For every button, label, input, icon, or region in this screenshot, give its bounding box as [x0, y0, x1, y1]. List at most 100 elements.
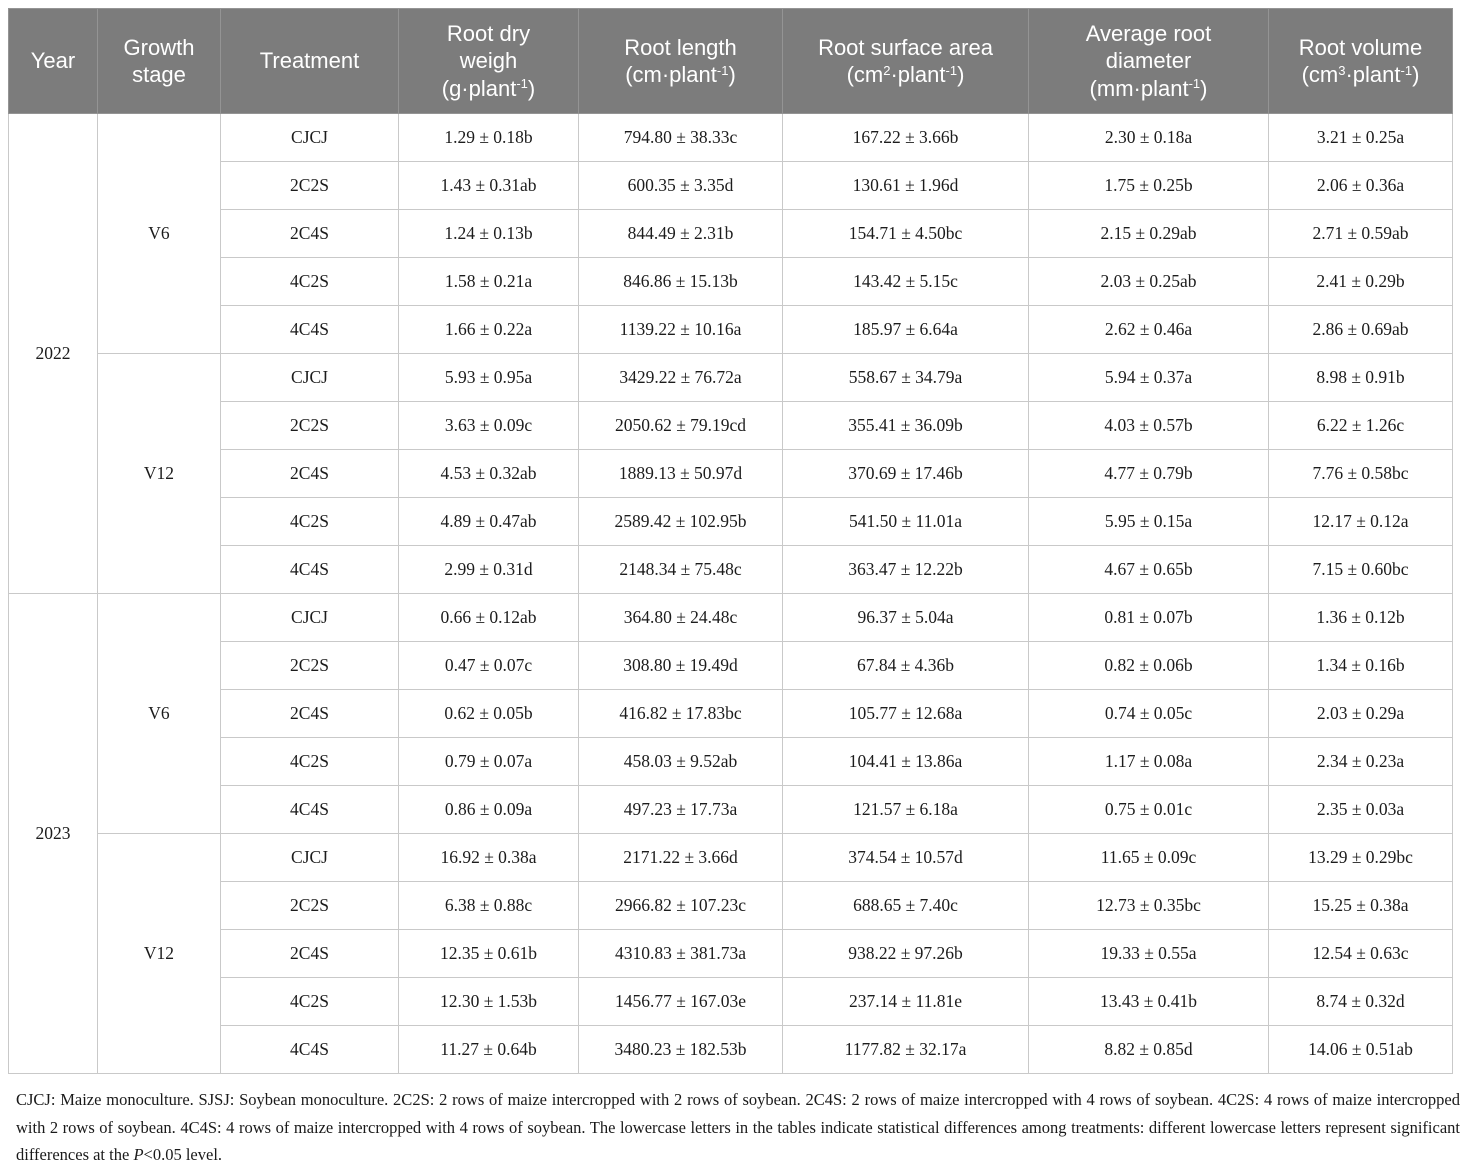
value-cell: 1456.77 ± 167.03e: [578, 977, 783, 1026]
value-cell: 12.30 ± 1.53b: [398, 977, 579, 1026]
value-cell: 3480.23 ± 182.53b: [578, 1025, 783, 1074]
value-cell: 13.29 ± 0.29bc: [1268, 833, 1453, 882]
table-row: 2023 V6 CJCJ 0.66 ± 0.12ab 364.80 ± 24.48c 96…: [8, 593, 1453, 1074]
value-cell: 497.23 ± 17.73a: [578, 785, 783, 834]
value-cell: 688.65 ± 7.40c: [782, 881, 1029, 930]
value-cell: 5.93 ± 0.95a: [398, 353, 579, 402]
value-cell: 2.03 ± 0.29a: [1268, 689, 1453, 738]
value-cell: 2171.22 ± 3.66d: [578, 833, 783, 882]
value-cell: 3.21 ± 0.25a: [1268, 113, 1453, 162]
value-cell: 0.62 ± 0.05b: [398, 689, 579, 738]
value-cell: 1177.82 ± 32.17a: [782, 1025, 1029, 1074]
value-cell: 2.71 ± 0.59ab: [1268, 209, 1453, 258]
table-row: 2C4S 12.35 ± 0.61b 4310.83 ± 381.73a 938.22…: [9, 929, 1453, 978]
value-cell: 600.35 ± 3.35d: [578, 161, 783, 210]
value-cell: 3429.22 ± 76.72a: [578, 353, 783, 402]
table-row: 4C4S 11.27 ± 0.64b 3480.23 ± 182.53b 1177.8…: [9, 1025, 1453, 1074]
value-cell: 8.74 ± 0.32d: [1268, 977, 1453, 1026]
value-cell: 12.73 ± 0.35bc: [1028, 881, 1269, 930]
treatment-cell: 2C2S: [220, 641, 399, 690]
value-cell: 2.62 ± 0.46a: [1028, 305, 1269, 354]
value-cell: 1.29 ± 0.18b: [398, 113, 579, 162]
table-row: 2C2S 1.43 ± 0.31ab 600.35 ± 3.35d 130.61 ± …: [9, 161, 1453, 210]
treatment-cell: 2C2S: [220, 881, 399, 930]
treatment-cell: 4C4S: [220, 1025, 399, 1074]
value-cell: 8.82 ± 0.85d: [1028, 1025, 1269, 1074]
value-cell: 0.66 ± 0.12ab: [398, 593, 579, 642]
value-cell: 541.50 ± 11.01a: [782, 497, 1029, 546]
value-cell: 5.94 ± 0.37a: [1028, 353, 1269, 402]
treatment-cell: CJCJ: [220, 833, 399, 882]
treatment-cell: 2C2S: [220, 161, 399, 210]
value-cell: 0.74 ± 0.05c: [1028, 689, 1269, 738]
value-cell: 363.47 ± 12.22b: [782, 545, 1029, 594]
value-cell: 308.80 ± 19.49d: [578, 641, 783, 690]
value-cell: 2.41 ± 0.29b: [1268, 257, 1453, 306]
value-cell: 4.53 ± 0.32ab: [398, 449, 579, 498]
value-cell: 4.89 ± 0.47ab: [398, 497, 579, 546]
value-cell: 2589.42 ± 102.95b: [578, 497, 783, 546]
value-cell: 0.82 ± 0.06b: [1028, 641, 1269, 690]
value-cell: 11.65 ± 0.09c: [1028, 833, 1269, 882]
value-cell: 2.15 ± 0.29ab: [1028, 209, 1269, 258]
value-cell: 2.06 ± 0.36a: [1268, 161, 1453, 210]
table-row: 2C2S 6.38 ± 0.88c 2966.82 ± 107.23c 688.65 …: [9, 881, 1453, 930]
value-cell: 14.06 ± 0.51ab: [1268, 1025, 1453, 1074]
value-cell: 2050.62 ± 79.19cd: [578, 401, 783, 450]
table-footnote: CJCJ: Maize monoculture. SJSJ: Soybean m…: [16, 1090, 1460, 1165]
year-cell: 2023: [8, 593, 98, 1074]
value-cell: 2.86 ± 0.69ab: [1268, 305, 1453, 354]
value-cell: 6.22 ± 1.26c: [1268, 401, 1453, 450]
stage-cell: V6: [97, 593, 221, 834]
value-cell: 104.41 ± 13.86a: [782, 737, 1029, 786]
table-row: V12 CJCJ 5.93 ± 0.95a 3429.22 ± 76.72a 558.6…: [9, 353, 1453, 594]
table-row: 2C2S 3.63 ± 0.09c 2050.62 ± 79.19cd 355.41 …: [9, 401, 1453, 450]
value-cell: 794.80 ± 38.33c: [578, 113, 783, 162]
treatment-cell: 4C4S: [220, 785, 399, 834]
value-cell: 2.34 ± 0.23a: [1268, 737, 1453, 786]
value-cell: 2.99 ± 0.31d: [398, 545, 579, 594]
value-cell: 7.76 ± 0.58bc: [1268, 449, 1453, 498]
value-cell: 0.86 ± 0.09a: [398, 785, 579, 834]
col-header-treatment: Treatment: [220, 8, 399, 114]
header-row: Year Growth stage Treatment Root dry wei…: [8, 8, 1453, 114]
value-cell: 364.80 ± 24.48c: [578, 593, 783, 642]
col-header-root-surface-area: Root surface area (cm2·plant-1): [782, 8, 1029, 114]
value-cell: 3.63 ± 0.09c: [398, 401, 579, 450]
value-cell: 1.24 ± 0.13b: [398, 209, 579, 258]
value-cell: 4.03 ± 0.57b: [1028, 401, 1269, 450]
value-cell: 237.14 ± 11.81e: [782, 977, 1029, 1026]
value-cell: 5.95 ± 0.15a: [1028, 497, 1269, 546]
year-cell: 2022: [8, 113, 98, 594]
table-row: 4C2S 4.89 ± 0.47ab 2589.42 ± 102.95b 541.50…: [9, 497, 1453, 546]
value-cell: 2148.34 ± 75.48c: [578, 545, 783, 594]
treatment-cell: 2C4S: [220, 209, 399, 258]
value-cell: 19.33 ± 0.55a: [1028, 929, 1269, 978]
value-cell: 105.77 ± 12.68a: [782, 689, 1029, 738]
table-row: 4C2S 1.58 ± 0.21a 846.86 ± 15.13b 143.42 ± …: [9, 257, 1453, 306]
value-cell: 416.82 ± 17.83bc: [578, 689, 783, 738]
col-header-average-root-diameter: Average root diameter (mm·plant-1): [1028, 8, 1269, 114]
treatment-cell: CJCJ: [220, 353, 399, 402]
value-cell: 1889.13 ± 50.97d: [578, 449, 783, 498]
table-row: 2C4S 0.62 ± 0.05b 416.82 ± 17.83bc 105.77 ±…: [9, 689, 1453, 738]
value-cell: 844.49 ± 2.31b: [578, 209, 783, 258]
treatment-cell: 4C2S: [220, 977, 399, 1026]
value-cell: 1.66 ± 0.22a: [398, 305, 579, 354]
value-cell: 1.34 ± 0.16b: [1268, 641, 1453, 690]
table-row: 4C4S 0.86 ± 0.09a 497.23 ± 17.73a 121.57 ± …: [9, 785, 1453, 834]
treatment-cell: 4C4S: [220, 305, 399, 354]
value-cell: 0.81 ± 0.07b: [1028, 593, 1269, 642]
value-cell: 558.67 ± 34.79a: [782, 353, 1029, 402]
value-cell: 0.75 ± 0.01c: [1028, 785, 1269, 834]
treatment-cell: 4C2S: [220, 737, 399, 786]
treatment-cell: 2C4S: [220, 689, 399, 738]
value-cell: 167.22 ± 3.66b: [782, 113, 1029, 162]
value-cell: 15.25 ± 0.38a: [1268, 881, 1453, 930]
value-cell: 1.58 ± 0.21a: [398, 257, 579, 306]
table-body: 2022 V6 CJCJ 1.29 ± 0.18b 794.80 ± 38.33c 167…: [8, 113, 1453, 1074]
col-header-root-length: Root length (cm·plant-1): [578, 8, 783, 114]
treatment-cell: 4C2S: [220, 257, 399, 306]
value-cell: 2.03 ± 0.25ab: [1028, 257, 1269, 306]
table-row: 4C2S 0.79 ± 0.07a 458.03 ± 9.52ab 104.41 ± …: [9, 737, 1453, 786]
